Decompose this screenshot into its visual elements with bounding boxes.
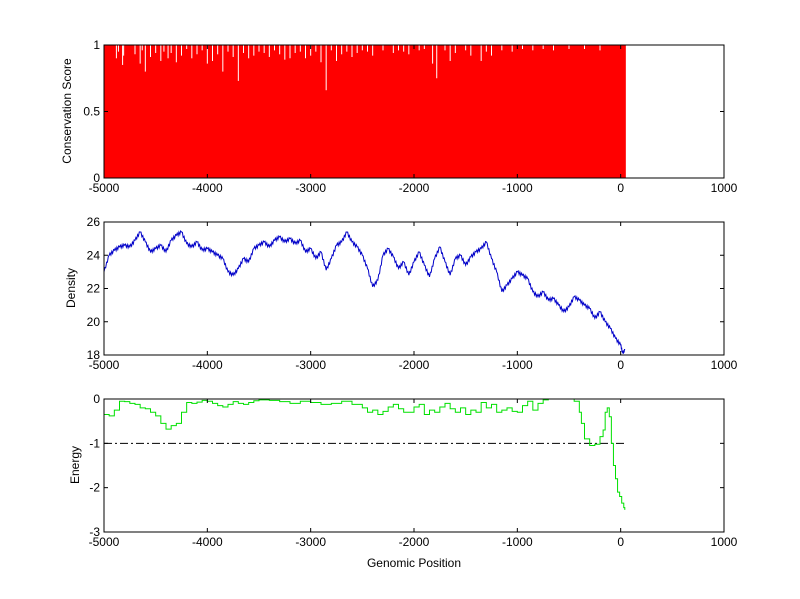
conservation-panel: -5000 -4000 -3000 -2000 -1000 0 1000 0 0.5 1 Cons… [60, 38, 738, 195]
ytick-label: 0 [93, 171, 100, 185]
density-panel: -5000 -4000 -3000 -2000 -1000 0 1000 18 20 22 24 26… [64, 215, 738, 372]
xtick-label: 1000 [711, 358, 738, 372]
conservation-ylabel: Conservation Score [60, 58, 74, 164]
ytick-label: 20 [87, 315, 101, 329]
density-ylabel: Density [64, 268, 78, 308]
xtick-label: 1000 [711, 181, 738, 195]
energy-ylabel: Energy [68, 446, 82, 484]
energy-panel: -5000 -4000 -3000 -2000 -1000 0 1000 -3 -2 -1 0 En… [68, 392, 738, 570]
ytick-label: -1 [89, 436, 100, 450]
conservation-bars [104, 45, 626, 178]
conservation-bar-fill [104, 45, 626, 178]
ytick-label: -3 [89, 525, 100, 539]
xtick-label: -3000 [295, 358, 326, 372]
ytick-label: 1 [93, 38, 100, 52]
xtick-label: -3000 [295, 535, 326, 549]
ytick-label: 0.5 [83, 105, 100, 119]
xtick-label: 0 [617, 181, 624, 195]
shared-xlabel: Genomic Position [367, 556, 461, 570]
xtick-label: -5000 [89, 535, 120, 549]
xtick-label: 0 [617, 358, 624, 372]
conservation-ticks: -5000 -4000 -3000 -2000 -1000 0 1000 0 0.5 1 [83, 38, 737, 195]
xtick-label: -2000 [399, 181, 430, 195]
ytick-label: -2 [89, 481, 100, 495]
energy-line [104, 398, 626, 510]
ytick-label: 26 [87, 215, 101, 229]
xtick-label: 1000 [711, 535, 738, 549]
xtick-label: -4000 [192, 358, 223, 372]
xtick-label: -1000 [502, 358, 533, 372]
xtick-label: -4000 [192, 535, 223, 549]
energy-ticks: -5000 -4000 -3000 -2000 -1000 0 1000 -3 -2 -1 0 [89, 392, 738, 549]
ytick-label: 18 [87, 348, 101, 362]
xtick-label: -2000 [399, 358, 430, 372]
xtick-label: -5000 [89, 181, 120, 195]
ytick-label: 24 [87, 248, 101, 262]
xtick-label: -3000 [295, 181, 326, 195]
ytick-label: 22 [87, 282, 101, 296]
density-line [103, 229, 626, 354]
xtick-label: -2000 [399, 535, 430, 549]
xtick-label: -1000 [502, 181, 533, 195]
xtick-label: -5000 [89, 358, 120, 372]
xtick-label: 0 [617, 535, 624, 549]
xtick-label: -1000 [502, 535, 533, 549]
xtick-label: -4000 [192, 181, 223, 195]
density-ticks: -5000 -4000 -3000 -2000 -1000 0 1000 18 20 22 24 26 [87, 215, 738, 372]
ytick-label: 0 [93, 392, 100, 406]
